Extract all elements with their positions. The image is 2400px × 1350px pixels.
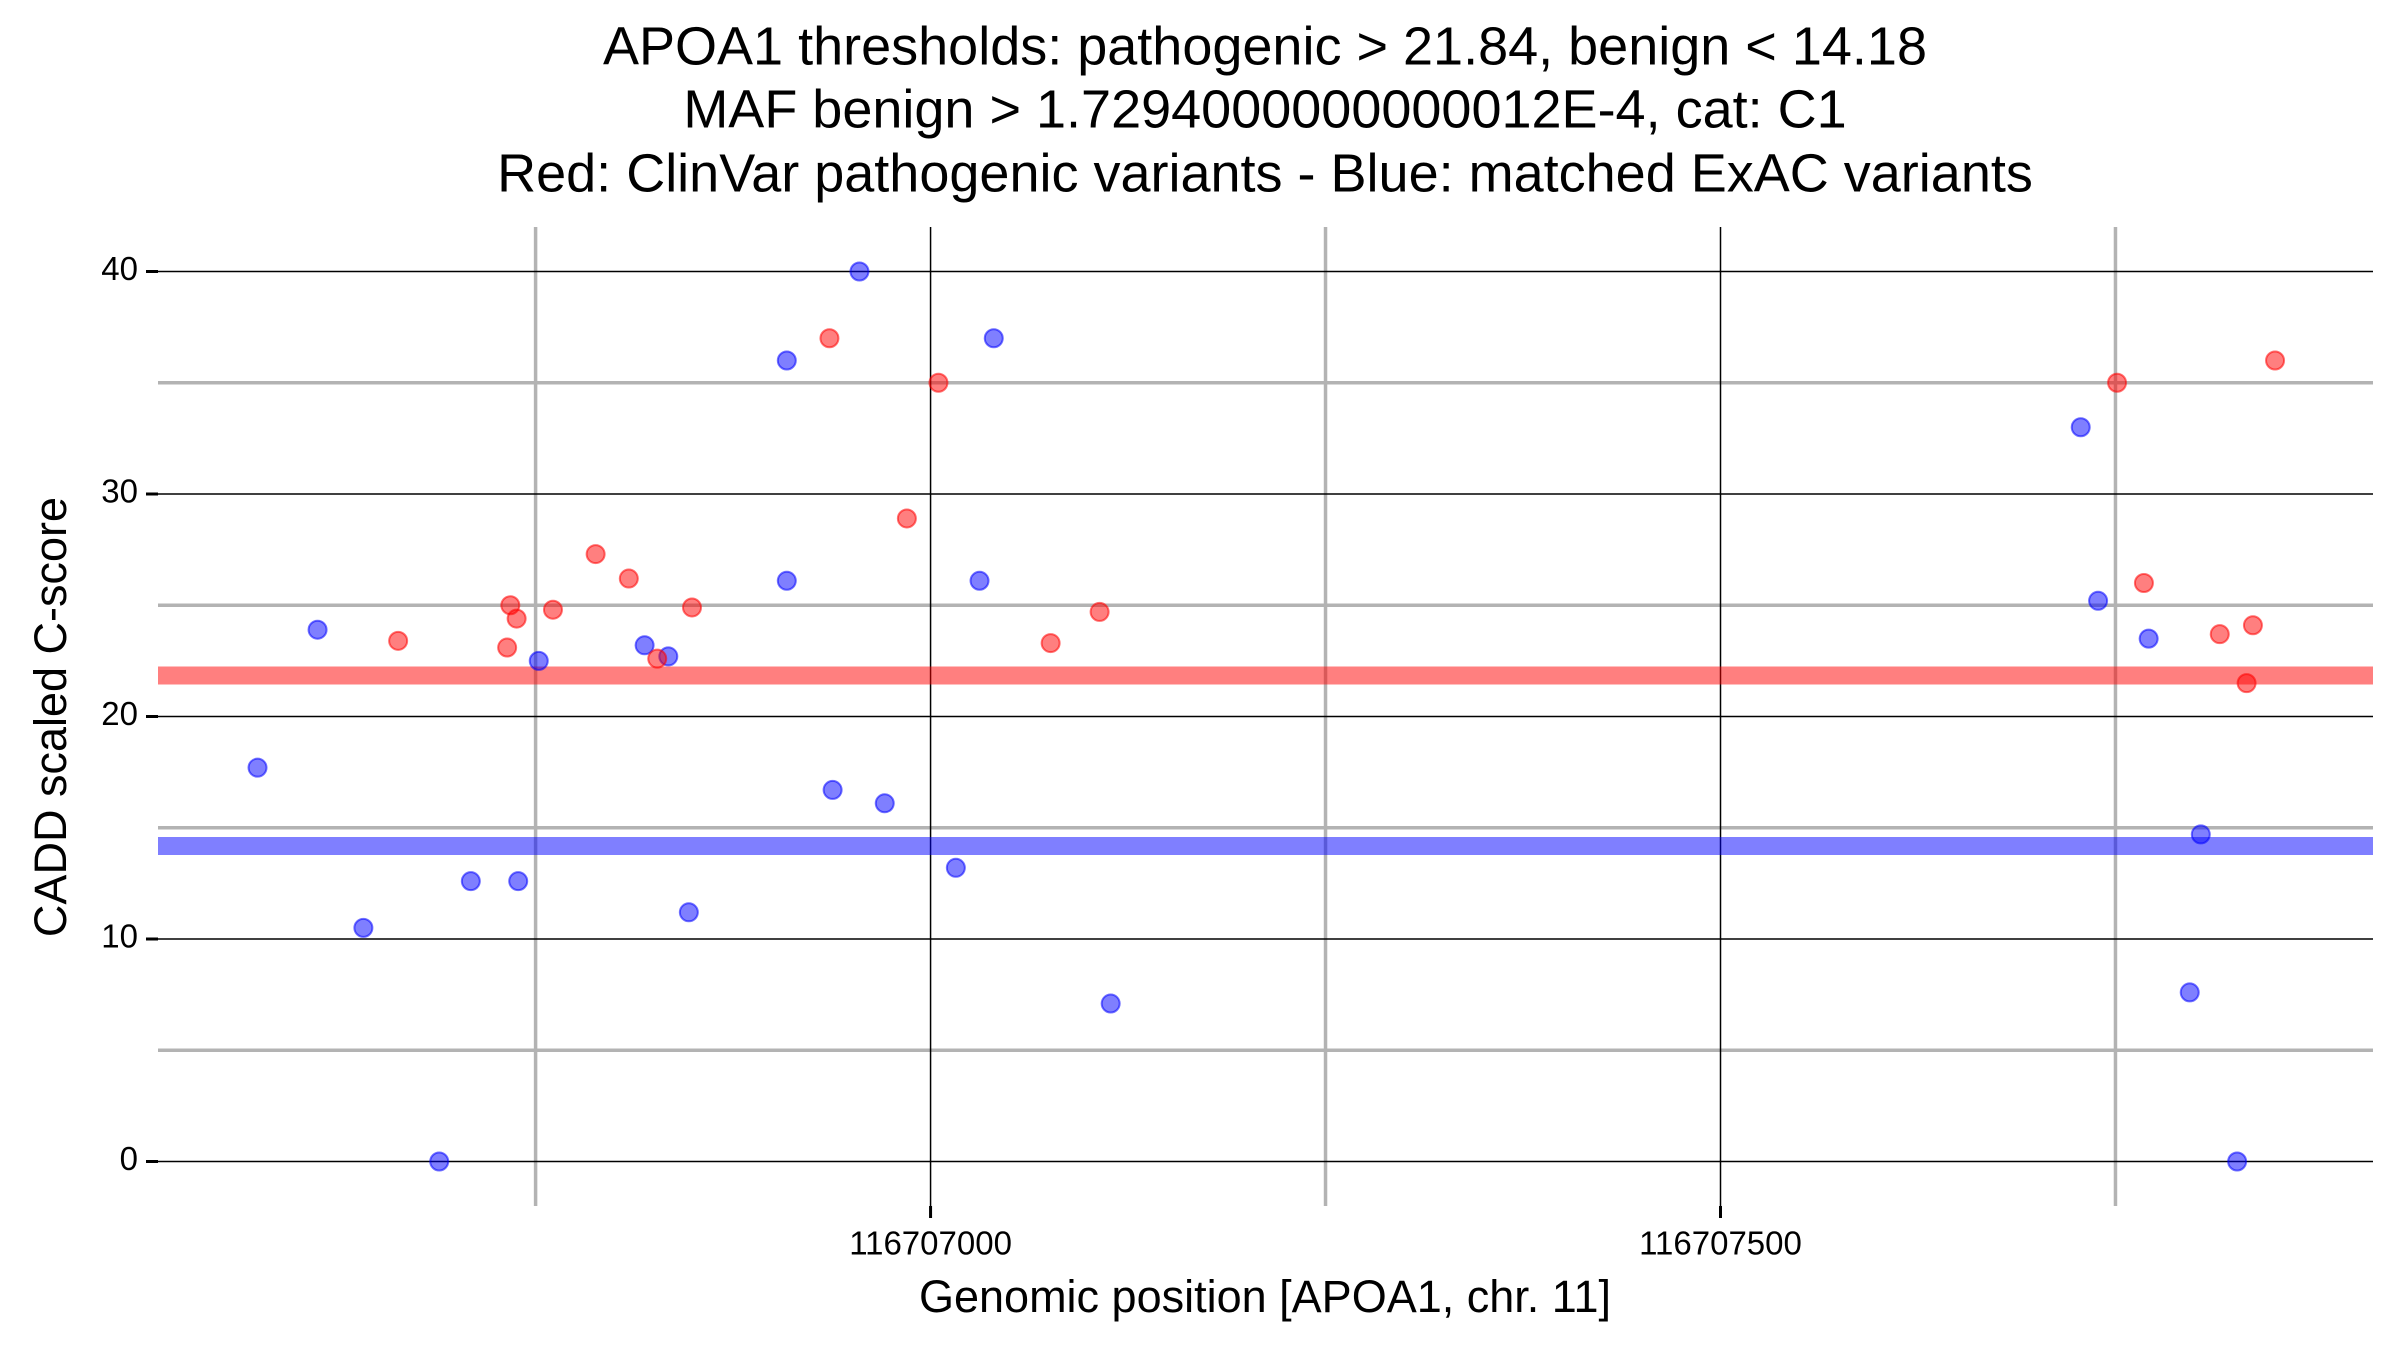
point: [2209, 624, 2230, 645]
point: [969, 570, 990, 591]
point: [849, 261, 870, 282]
x-axis-label: Genomic position [APOA1, chr. 11]: [919, 1271, 1611, 1322]
point: [896, 508, 917, 529]
point: [2179, 982, 2200, 1003]
y-tick-label: 30: [101, 473, 138, 510]
point: [2088, 590, 2109, 611]
point: [874, 793, 895, 814]
point: [2107, 372, 2128, 393]
point: [460, 871, 481, 892]
point: [634, 635, 655, 656]
point: [2227, 1151, 2248, 1172]
point: [618, 568, 639, 589]
point: [2265, 350, 2286, 371]
point: [678, 902, 699, 923]
point: [2190, 824, 2211, 845]
point: [585, 544, 606, 565]
point: [928, 372, 949, 393]
y-axis-label: CADD scaled C-score: [25, 497, 76, 937]
chart-title: APOA1 thresholds: pathogenic > 21.84, be…: [603, 16, 1927, 76]
point: [508, 871, 529, 892]
point: [429, 1151, 450, 1172]
point: [2070, 417, 2091, 438]
point: [682, 597, 703, 618]
point: [945, 857, 966, 878]
point: [2242, 615, 2263, 636]
point: [247, 757, 268, 778]
point: [647, 648, 668, 669]
y-tick-label: 10: [101, 918, 138, 955]
y-tick-label: 0: [120, 1140, 138, 1177]
point: [776, 350, 797, 371]
point: [528, 650, 549, 671]
y-tick-label: 40: [101, 250, 138, 287]
point: [1089, 601, 1110, 622]
point: [2138, 628, 2159, 649]
point: [776, 570, 797, 591]
point: [506, 608, 527, 629]
x-tick-label: 116707500: [1639, 1225, 1802, 1262]
point: [388, 630, 409, 651]
point: [353, 917, 374, 938]
point: [1040, 633, 1061, 654]
chart-title: MAF benign > 1.7294000000000012E-4, cat:…: [683, 79, 1846, 139]
point: [983, 328, 1004, 349]
point: [2236, 673, 2257, 694]
x-tick-label: 116707000: [849, 1225, 1012, 1262]
point: [307, 619, 328, 640]
point: [542, 599, 563, 620]
point: [819, 328, 840, 349]
point: [1100, 993, 1121, 1014]
y-tick-label: 20: [101, 695, 138, 732]
chart-title: Red: ClinVar pathogenic variants - Blue:…: [497, 143, 2033, 203]
point: [497, 637, 518, 658]
point: [2133, 573, 2154, 593]
point: [822, 779, 843, 800]
